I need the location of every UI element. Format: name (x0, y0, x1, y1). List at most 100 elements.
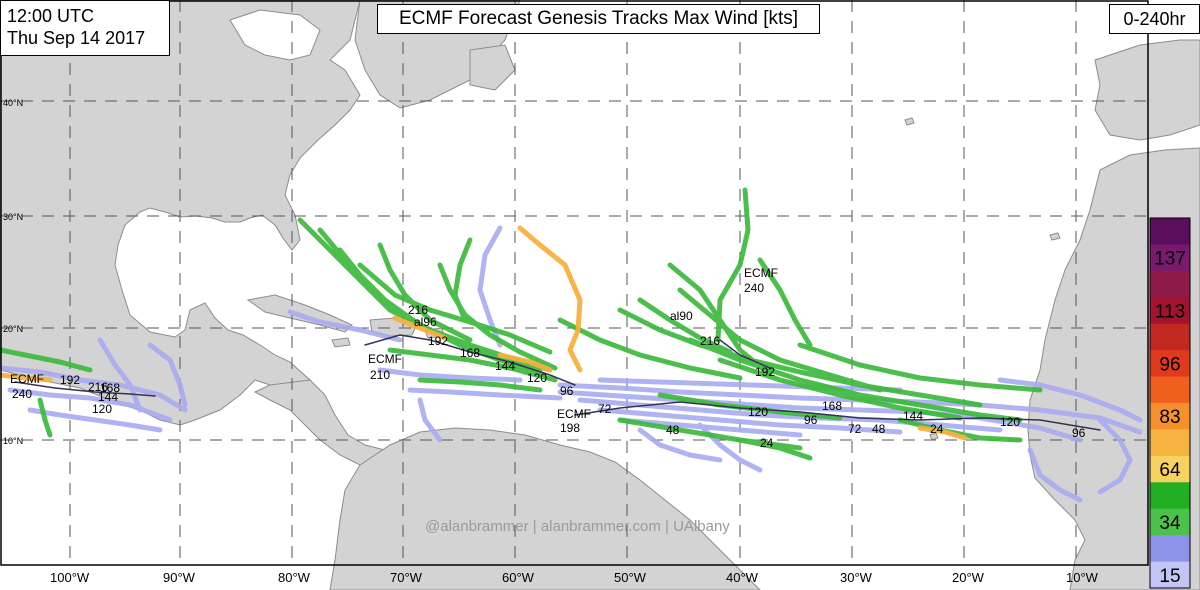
map-frame (0, 0, 1149, 566)
mean-track-carib (364, 334, 576, 386)
legend-label: 137 (1154, 249, 1186, 270)
legend-swatch (1150, 482, 1190, 510)
track-label: 24 (930, 422, 944, 436)
ts-track (677, 287, 883, 393)
tracks (0, 187, 1143, 503)
ts-track (715, 187, 751, 343)
ts-track (557, 317, 743, 381)
td-track (637, 427, 723, 463)
legend-swatch (1150, 429, 1190, 457)
lon-labels: 100°W 90°W 80°W 70°W 60°W 50°W 40°W 30°W… (50, 570, 1099, 585)
hurricane-track (0, 372, 53, 383)
td-track (597, 377, 903, 393)
lon-label: 50°W (614, 570, 647, 585)
td-track (287, 309, 403, 343)
track-label: 96 (560, 384, 574, 398)
legend-swatch (1150, 218, 1190, 245)
great-lakes-area (229, 9, 321, 61)
legend-swatch (1150, 376, 1190, 404)
legend-swatch (1150, 350, 1190, 378)
track-label: 216 (700, 334, 720, 348)
hurricane-track (392, 315, 448, 341)
mean-track-mdr (574, 401, 1101, 431)
ts-track (737, 437, 813, 461)
td-track (577, 397, 1003, 433)
td-track (1027, 447, 1083, 503)
td-track (597, 407, 903, 435)
track-label: 120 (92, 402, 112, 416)
track-label: 96 (804, 413, 818, 427)
lat-label: 10°N (3, 436, 23, 446)
mean-tracks (14, 334, 1101, 431)
track-label: 48 (666, 423, 680, 437)
track-label: al96 (414, 315, 437, 329)
legend-label: 15 (1159, 566, 1180, 587)
ts-track (377, 242, 473, 343)
wind-legend: 137 113 96 83 64 34 15 (1149, 217, 1191, 589)
ts-track (37, 397, 53, 438)
td-track (97, 337, 143, 413)
track-label: 192 (60, 373, 80, 387)
track-label: 210 (370, 368, 390, 382)
td-track (27, 407, 163, 433)
td-track (557, 389, 1083, 443)
td-track (1097, 417, 1133, 495)
track-label: 168 (822, 399, 842, 413)
legend-swatch (1150, 323, 1190, 351)
track-label: ECMF (557, 407, 591, 421)
track-label: 120 (748, 405, 768, 419)
ts-track (0, 347, 93, 373)
legend-swatch (1150, 244, 1190, 272)
central-america (253, 379, 386, 466)
ts-track (717, 357, 963, 421)
track-label: al90 (670, 309, 693, 323)
valid-time: 12:00 UTC (7, 6, 95, 26)
lon-label: 100°W (50, 570, 90, 585)
ts-track (387, 347, 558, 383)
td-track (407, 387, 563, 401)
lon-label: 30°W (840, 570, 873, 585)
mean-track-west (14, 381, 156, 397)
credit-text: @alanbrammer | alanbrammer.com | UAlbany (425, 518, 730, 535)
td-track (417, 397, 443, 443)
legend-swatch (1150, 270, 1190, 298)
cape-verde (929, 432, 939, 441)
legend-label: 96 (1159, 354, 1180, 375)
legend-swatch (1150, 297, 1190, 325)
track-label: 24 (760, 436, 774, 450)
legend-swatch (1150, 508, 1190, 536)
ts-track (417, 377, 543, 393)
td-track (147, 342, 188, 408)
ts-tracks (0, 187, 1043, 461)
track-label: 216 (408, 303, 428, 317)
lat-label: 30°N (3, 212, 23, 222)
lon-label: 60°W (502, 570, 535, 585)
hurricane-track (517, 225, 583, 373)
track-label: 120 (1000, 415, 1020, 429)
td-track (0, 365, 188, 413)
track-labels: ECMF 240 216 192 168 144 120 ECMF 210 21… (10, 266, 1086, 450)
track-label: 216 (88, 380, 108, 394)
track-label: 144 (903, 409, 923, 423)
td-track (997, 377, 1143, 423)
track-label: 240 (12, 387, 32, 401)
track-label: ECMF (368, 352, 402, 366)
map-title: ECMF Forecast Genesis Tracks Max Wind [k… (377, 4, 820, 34)
td-track (377, 367, 523, 383)
track-label: 72 (598, 402, 612, 416)
mean-track-north (719, 339, 771, 369)
azores (904, 117, 915, 126)
track-label: 168 (100, 381, 120, 395)
lon-label: 40°W (726, 570, 759, 585)
graticule (0, 0, 1148, 565)
newfoundland (469, 44, 516, 91)
track-label: 72 (848, 422, 862, 436)
track-label: 192 (755, 365, 775, 379)
ts-track (357, 262, 553, 355)
hurricane-tracks (0, 225, 968, 441)
track-label: 168 (460, 346, 480, 360)
lat-labels: 40°N 30°N 20°N 10°N (3, 98, 23, 446)
legend-frame (1149, 217, 1191, 589)
forecast-range: 0-240hr (1109, 4, 1200, 34)
td-track (7, 387, 173, 423)
